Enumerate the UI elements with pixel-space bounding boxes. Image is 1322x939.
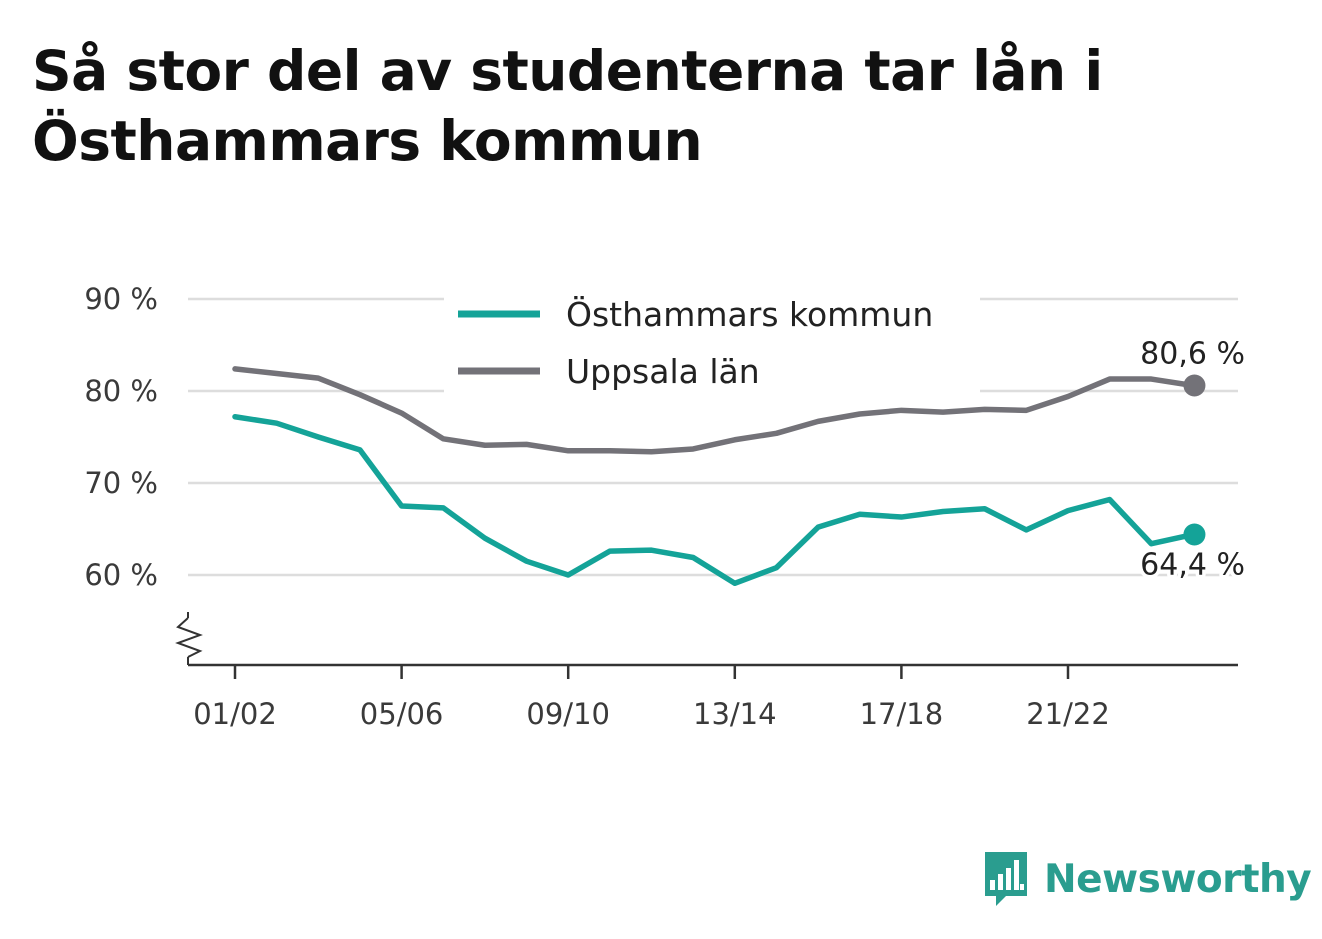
end-labels: 80,6 %64,4 %64,4 % <box>1137 336 1249 586</box>
axis-break-icon <box>175 617 203 658</box>
x-tick-label: 05/06 <box>360 697 444 731</box>
legend-entry: Uppsala län <box>566 352 760 391</box>
series-line <box>232 366 1196 455</box>
legend-box <box>444 290 980 400</box>
x-tick-label: 09/10 <box>526 697 610 731</box>
x-tick-label: 21/22 <box>1026 697 1110 731</box>
series-line <box>232 414 1196 587</box>
end-value-label-halo: 64,4 % <box>1140 548 1245 583</box>
y-tick-label: 80 % <box>84 374 158 408</box>
line-chart: 60 % 70 % 80 % 90 % 01/02 05/06 09/10 13/14 17/1… <box>84 282 1249 731</box>
chart-title: Så stor del av studenterna tar lån i Öst… <box>32 39 1103 173</box>
end-value-label: 64,4 % <box>1140 548 1245 583</box>
series-lines <box>232 366 1206 587</box>
axes: 60 % 70 % 80 % 90 % 01/02 05/06 09/10 13/14 17/1… <box>84 282 1238 731</box>
x-tick-label: 17/18 <box>860 697 944 731</box>
bar-chart-speech-bubble-icon <box>985 852 1027 906</box>
y-tick-label: 90 % <box>84 282 158 316</box>
y-tick-label: 60 % <box>84 558 158 592</box>
legend: Östhammars kommun Uppsala län <box>444 290 980 400</box>
series-end-point <box>1183 523 1206 546</box>
x-tick-label: 01/02 <box>193 697 277 731</box>
legend-entry: Östhammars kommun <box>566 294 933 334</box>
y-tick-label: 70 % <box>84 466 158 500</box>
end-value-label: 80,6 % <box>1140 336 1245 371</box>
series-end-point <box>1183 374 1206 397</box>
newsworthy-logo: Newsworthy <box>982 848 1312 910</box>
x-tick-label: 13/14 <box>693 697 777 731</box>
brand-name: Newsworthy <box>1044 856 1312 902</box>
